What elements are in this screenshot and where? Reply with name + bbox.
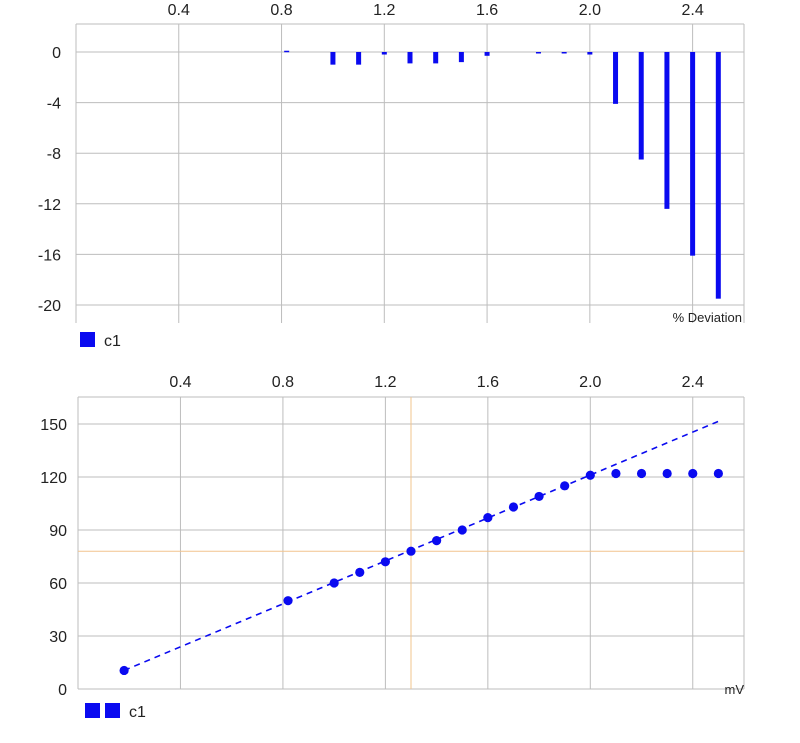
x-axis-label: mV xyxy=(725,682,745,697)
data-point xyxy=(483,513,493,523)
data-point xyxy=(432,536,442,546)
data-point xyxy=(283,596,293,606)
bar xyxy=(715,52,721,299)
c1-x-tick-labels: 0.4 0.8 1.2 1.6 2.0 2.4 xyxy=(168,2,704,19)
c2-data-points xyxy=(119,468,723,676)
legend-label: c1 xyxy=(104,333,121,350)
data-point xyxy=(611,468,621,479)
legend-2: c1 xyxy=(85,703,146,721)
c2-x-tick-label: 2.4 xyxy=(682,374,704,391)
data-point xyxy=(119,665,129,676)
c1-y-tick-label: -4 xyxy=(47,96,61,113)
c2-x-tick-label: 2.0 xyxy=(579,374,601,391)
c1-y-tick-label: -16 xyxy=(38,247,61,264)
bar xyxy=(381,52,387,55)
c1-x-tick-label: 2.0 xyxy=(579,2,601,19)
c2-x-tick-labels: 0.4 0.8 1.2 1.6 2.0 2.4 xyxy=(169,374,704,391)
c1-bars xyxy=(284,50,721,299)
legend-label-2: c1 xyxy=(129,704,146,721)
c1-y-tick-label: -20 xyxy=(38,298,61,315)
c2-y-tick-label: 30 xyxy=(49,629,67,646)
c1-x-tick-label: 2.4 xyxy=(681,2,703,19)
bar xyxy=(330,52,336,65)
data-point xyxy=(355,567,365,578)
c1-x-tick-label: 0.4 xyxy=(168,2,190,19)
data-point xyxy=(508,502,519,512)
bar xyxy=(561,52,567,54)
bar xyxy=(407,52,413,64)
bar xyxy=(535,52,541,54)
bar xyxy=(284,50,290,53)
c2-x-tick-label: 0.4 xyxy=(169,374,191,391)
data-point xyxy=(560,481,570,491)
legend: c1 xyxy=(80,332,121,350)
bar xyxy=(587,52,593,55)
data-point xyxy=(688,468,698,479)
data-point xyxy=(406,546,416,556)
c1-x-tick-label: 1.2 xyxy=(373,2,395,19)
bar xyxy=(690,52,696,256)
c2-y-tick-labels: 0 30 60 90 120 150 xyxy=(40,417,67,699)
c1-x-tick-label: 1.6 xyxy=(476,2,498,19)
bar xyxy=(664,52,670,209)
c1-x-tick-label: 0.8 xyxy=(270,2,292,19)
c2-y-tick-label: 60 xyxy=(49,576,67,593)
c1-y-tick-label: -8 xyxy=(47,146,61,163)
data-point xyxy=(380,557,390,567)
data-point xyxy=(329,578,339,588)
bar xyxy=(356,52,362,65)
c1-y-tick-label: 0 xyxy=(52,45,61,62)
bar xyxy=(484,52,490,56)
c1-y-tick-label: -12 xyxy=(38,197,61,214)
legend-swatch-b xyxy=(105,703,120,718)
bar xyxy=(458,52,464,63)
data-point xyxy=(713,468,723,479)
data-point xyxy=(534,491,544,502)
deviation-bar-chart: 0.4 0.8 1.2 1.6 2.0 2.4 0 -4 -8 -12 -16 -20 % Devi… xyxy=(38,2,745,350)
c2-y-tick-label: 90 xyxy=(49,523,67,540)
c2-y-tick-label: 120 xyxy=(40,470,67,487)
c2-gridlines xyxy=(77,396,745,690)
c2-x-tick-label: 0.8 xyxy=(272,374,294,391)
c2-x-tick-label: 1.6 xyxy=(477,374,499,391)
y-axis-label: % Deviation xyxy=(673,310,742,325)
bar xyxy=(433,52,439,64)
c1-y-tick-labels: 0 -4 -8 -12 -16 -20 xyxy=(38,45,61,315)
bar xyxy=(638,52,644,160)
data-point xyxy=(636,468,647,479)
trend-line xyxy=(123,420,719,672)
c2-y-tick-label: 150 xyxy=(40,417,67,434)
crosshair xyxy=(78,397,744,689)
legend-swatch-a xyxy=(85,703,100,718)
data-point xyxy=(457,525,467,535)
fit-line xyxy=(123,420,719,672)
legend-swatch xyxy=(80,332,95,347)
bar xyxy=(613,52,619,104)
c2-x-tick-label: 1.2 xyxy=(374,374,396,391)
data-point xyxy=(662,468,672,479)
c1-gridlines xyxy=(75,23,745,323)
c2-y-tick-label: 0 xyxy=(58,682,67,699)
data-point xyxy=(585,470,595,480)
